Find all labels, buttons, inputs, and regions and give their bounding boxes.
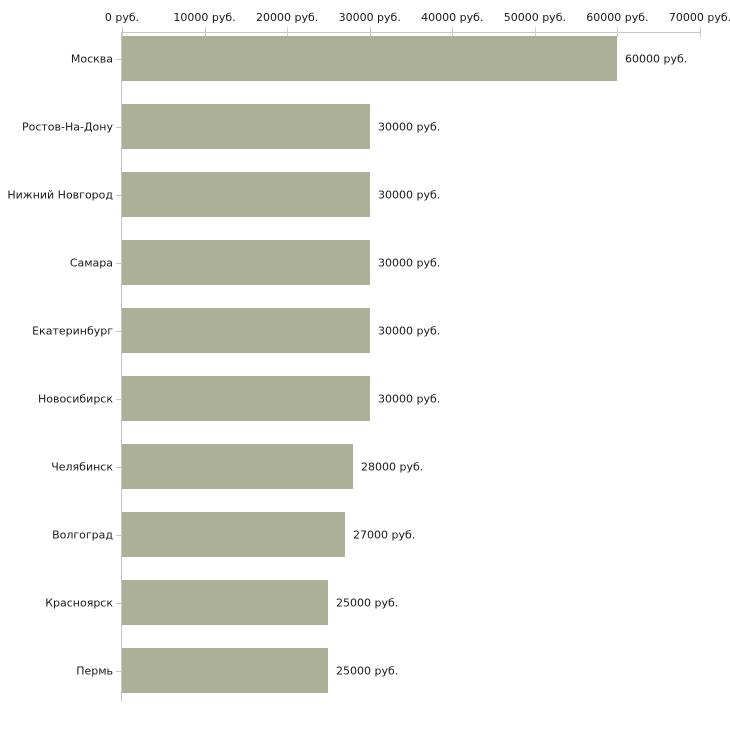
category-label: Красноярск bbox=[45, 596, 113, 609]
y-axis-line bbox=[121, 32, 122, 702]
x-axis-line bbox=[122, 32, 700, 33]
y-axis-tick bbox=[116, 194, 121, 196]
category-label: Екатеринбург bbox=[32, 324, 113, 337]
x-axis-tick-label: 0 руб. bbox=[104, 11, 140, 24]
bar bbox=[122, 648, 328, 693]
x-axis-tick-label: 70000 руб. bbox=[668, 11, 730, 24]
x-axis-tick-label: 20000 руб. bbox=[256, 11, 319, 24]
y-axis-tick bbox=[116, 534, 121, 536]
x-axis-tick bbox=[287, 27, 289, 37]
category-label: Новосибирск bbox=[37, 392, 113, 405]
bar bbox=[122, 512, 345, 557]
x-axis-tick-label: 10000 руб. bbox=[173, 11, 236, 24]
bar bbox=[122, 36, 617, 81]
category-label: Нижний Новгород bbox=[7, 188, 113, 201]
bar bbox=[122, 172, 370, 217]
y-axis-tick bbox=[116, 126, 121, 128]
category-label: Москва bbox=[70, 52, 113, 65]
bar bbox=[122, 376, 370, 421]
bar bbox=[122, 240, 370, 285]
category-label: Челябинск bbox=[51, 460, 113, 473]
y-axis-tick bbox=[116, 58, 121, 60]
y-axis-tick bbox=[116, 262, 121, 264]
value-label: 30000 руб. bbox=[378, 188, 441, 201]
x-axis-tick bbox=[534, 27, 536, 37]
value-label: 27000 руб. bbox=[353, 528, 416, 541]
category-label: Волгоград bbox=[52, 528, 113, 541]
x-axis-tick bbox=[700, 27, 701, 37]
bar bbox=[122, 580, 328, 625]
x-axis-tick bbox=[204, 27, 206, 37]
value-label: 30000 руб. bbox=[378, 256, 441, 269]
value-label: 28000 руб. bbox=[361, 460, 424, 473]
y-axis-tick bbox=[116, 466, 121, 468]
y-axis-tick bbox=[116, 398, 121, 400]
y-axis-tick bbox=[116, 602, 121, 604]
category-label: Самара bbox=[69, 256, 113, 269]
x-axis-tick bbox=[617, 27, 619, 37]
value-label: 30000 руб. bbox=[378, 120, 441, 133]
value-label: 25000 руб. bbox=[336, 596, 399, 609]
x-axis-tick-label: 50000 руб. bbox=[503, 11, 566, 24]
value-label: 25000 руб. bbox=[336, 664, 399, 677]
category-label: Ростов-На-Дону bbox=[21, 120, 113, 133]
x-axis-tick-label: 60000 руб. bbox=[586, 11, 649, 24]
category-label: Пермь bbox=[76, 664, 113, 677]
value-label: 30000 руб. bbox=[378, 392, 441, 405]
x-axis-tick-label: 30000 руб. bbox=[338, 11, 401, 24]
x-axis-tick bbox=[369, 27, 371, 37]
y-axis-tick bbox=[116, 330, 121, 332]
x-axis-tick bbox=[122, 27, 123, 37]
value-label: 60000 руб. bbox=[625, 52, 688, 65]
bar bbox=[122, 444, 353, 489]
bar bbox=[122, 104, 370, 149]
bar bbox=[122, 308, 370, 353]
x-axis-tick-label: 40000 руб. bbox=[421, 11, 484, 24]
x-axis-tick bbox=[452, 27, 454, 37]
value-label: 30000 руб. bbox=[378, 324, 441, 337]
y-axis-tick bbox=[116, 670, 121, 672]
